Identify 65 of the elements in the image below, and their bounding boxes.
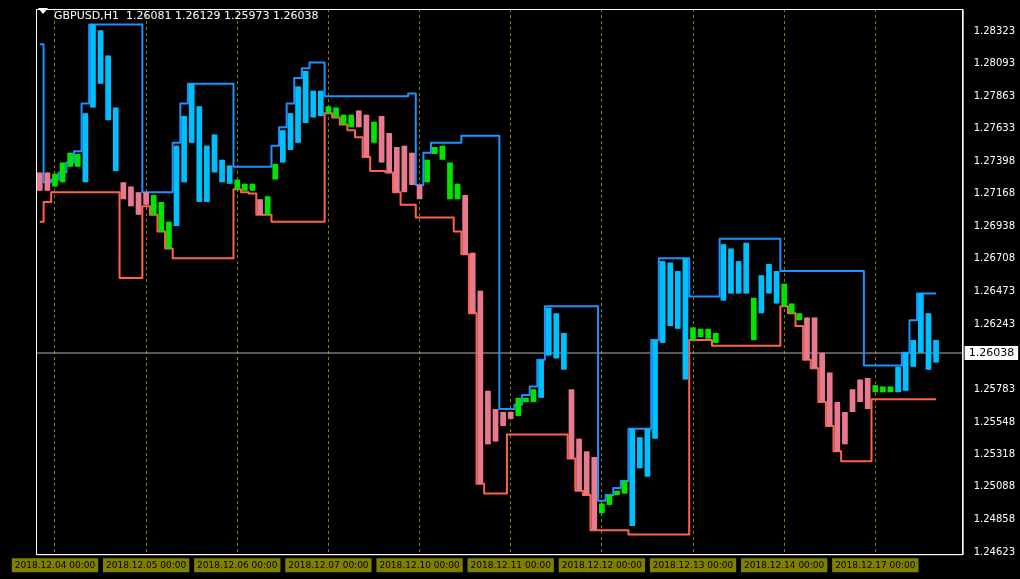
x-tick-label: 2018.12.06 00:00: [197, 559, 278, 570]
candlestick: [857, 379, 863, 403]
y-tick-label: 1.26708: [973, 252, 1016, 264]
candlestick: [895, 366, 901, 393]
candlestick: [348, 114, 355, 128]
y-tick-label: 1.24858: [973, 512, 1016, 524]
x-tick-label: 2018.12.07 00:00: [288, 559, 369, 570]
candlestick: [52, 173, 58, 188]
candlestick: [485, 390, 491, 445]
x-tick-label: 2018.12.04 00:00: [14, 559, 96, 570]
candlestick: [386, 132, 393, 173]
x-tick-label: 2018.12.10 00:00: [379, 559, 461, 570]
candlestick: [462, 194, 468, 255]
chart-title: GBPUSD,H1 1.26081 1.26129 1.25973 1.26038: [54, 8, 319, 22]
candlestick: [447, 162, 453, 200]
candlestick: [74, 153, 81, 168]
candlestick: [219, 159, 225, 183]
x-tick-label: 2018.12.11 00:00: [470, 559, 552, 570]
x-tick-label: 2018.12.13 00:00: [652, 559, 734, 570]
y-tick-label: 1.25783: [973, 382, 1016, 394]
y-tick-label: 1.26938: [973, 219, 1016, 231]
candlestick: [401, 145, 408, 193]
x-tick-label: 2018.12.05 00:00: [105, 559, 187, 570]
x-tick-label: 2018.12.17 00:00: [835, 559, 916, 570]
y-tick-label: 1.25088: [973, 480, 1016, 492]
y-tick-label: 1.28323: [973, 24, 1016, 36]
y-tick-label: 1.26473: [973, 285, 1016, 297]
candlestick: [697, 328, 704, 338]
y-tick-label: 1.25548: [973, 415, 1016, 427]
candlestick: [264, 195, 271, 216]
ref-line-label: 1.26038: [968, 345, 1015, 359]
y-tick-label: 1.26243: [973, 317, 1016, 329]
candlestick: [819, 352, 825, 403]
candlestick: [166, 221, 172, 249]
candlestick: [424, 159, 431, 183]
candlestick: [750, 297, 757, 341]
candlestick: [105, 54, 112, 121]
y-tick-label: 1.28093: [973, 57, 1016, 69]
candlestick: [842, 411, 848, 445]
candlestick: [226, 164, 233, 185]
candlestick: [614, 490, 620, 496]
candlestick: [340, 114, 347, 126]
candlestick: [59, 162, 66, 183]
candlestick: [36, 171, 43, 192]
candlestick: [880, 386, 886, 393]
y-tick-label: 1.27633: [973, 121, 1016, 133]
y-tick-label: 1.27168: [973, 187, 1016, 199]
candlestick: [317, 90, 324, 117]
y-tick-label: 1.27398: [973, 155, 1016, 167]
candlestick: [523, 397, 529, 403]
candlestick: [781, 283, 787, 307]
candlestick: [454, 183, 461, 200]
candlestick: [333, 107, 339, 118]
y-tick-label: 1.25318: [973, 448, 1016, 460]
y-tick-label: 1.27863: [973, 89, 1016, 101]
x-tick-label: 2018.12.14 00:00: [743, 559, 825, 570]
candlestick: [409, 152, 415, 186]
x-tick-label: 2018.12.12 00:00: [561, 559, 643, 570]
candlestick: [128, 186, 134, 207]
candlestick: [515, 397, 522, 417]
candlestick: [811, 317, 818, 369]
candlestick: [599, 502, 605, 514]
candlestick: [310, 90, 317, 118]
candlestick: [272, 163, 279, 180]
y-tick-label: 1.24623: [973, 545, 1016, 557]
